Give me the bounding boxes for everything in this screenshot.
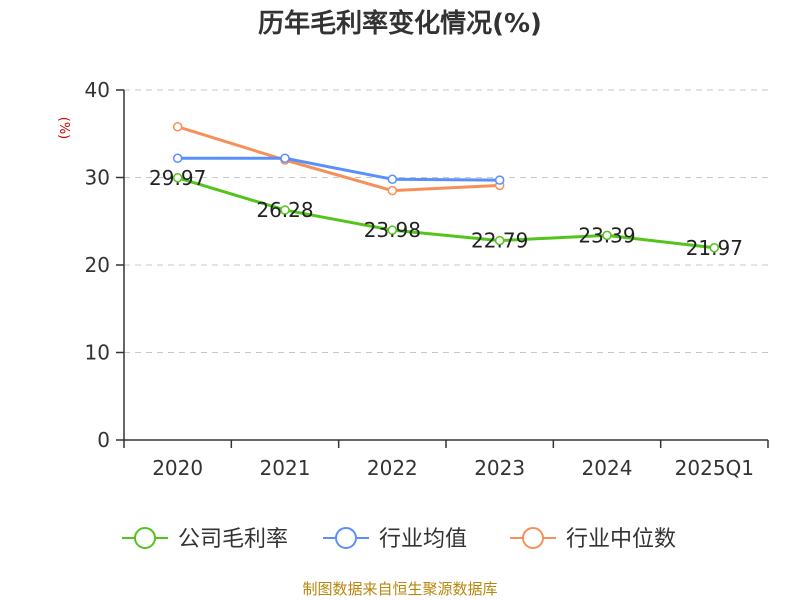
legend-item-2[interactable]: 行业均值 (323, 527, 467, 552)
series-2-point-2021[interactable] (280, 153, 290, 163)
legend-marker-icon (134, 527, 156, 549)
y-tick-label-0: 0 (97, 428, 110, 452)
series-3-point-2020[interactable] (172, 122, 183, 132)
x-tick-label-2022: 2022 (367, 456, 418, 480)
y-tick-label-10: 10 (85, 341, 110, 365)
series-1-point-2021[interactable] (280, 205, 290, 215)
legend-item-3[interactable]: 行业中位数 (510, 527, 676, 552)
x-tick-label-2021: 2021 (260, 456, 311, 480)
legend-label: 行业均值 (379, 527, 467, 552)
legend-item-1[interactable]: 公司毛利率 (122, 527, 288, 552)
series-1-point-2023[interactable] (494, 235, 505, 246)
series-line-3 (177, 125, 500, 193)
series-1-point-2024[interactable] (602, 230, 612, 241)
x-tick-label-2020: 2020 (152, 456, 203, 480)
series-3-point-2022[interactable] (387, 185, 398, 196)
data-label-2024: 23.39 (578, 223, 635, 247)
series-line-1 (177, 176, 715, 250)
x-tick-label-2023: 2023 (474, 456, 525, 480)
y-tick-label-40: 40 (85, 78, 110, 102)
grid (124, 89, 768, 353)
data-label-2022: 23.98 (364, 218, 421, 242)
series-2-point-2020[interactable] (172, 153, 183, 163)
x-tick-label-2024: 2024 (582, 456, 633, 480)
y-tick-label-20: 20 (85, 253, 110, 277)
y-tick-label-30: 30 (85, 166, 110, 190)
series-2-point-2023[interactable] (494, 175, 505, 185)
axes: 0 10 20 30 40 2020 2021 2022 2023 2024 2025Q1 (85, 78, 769, 480)
series-2-point-2022[interactable] (387, 174, 398, 184)
data-label-2021: 26.28 (256, 198, 313, 222)
legend-label: 行业中位数 (566, 527, 676, 552)
y-axis-unit-label: (%) (56, 117, 71, 140)
chart-title: 历年毛利率变化情况(%) (258, 8, 542, 39)
data-label-2025Q1: 21.97 (686, 236, 743, 260)
series-1-point-2022[interactable] (387, 225, 398, 235)
series-1-point-2025Q1[interactable] (709, 243, 720, 253)
data-source-note: 制图数据来自恒生聚源数据库 (302, 580, 497, 598)
legend-label: 公司毛利率 (178, 527, 288, 552)
legend-marker-icon (522, 527, 544, 549)
x-tick-label-2025Q1: 2025Q1 (675, 456, 754, 480)
legend-marker-icon (335, 527, 357, 549)
legend[interactable]: 公司毛利率 行业均值 行业中位数 (122, 527, 676, 552)
series-1-point-2020[interactable] (172, 173, 183, 183)
series-layer (172, 122, 720, 253)
data-label-2023: 22.79 (471, 229, 528, 253)
series-line-2 (177, 156, 500, 182)
data-labels: 29.97 26.28 23.98 22.79 23.39 21.97 (149, 166, 743, 260)
data-label-2020: 29.97 (149, 166, 206, 190)
